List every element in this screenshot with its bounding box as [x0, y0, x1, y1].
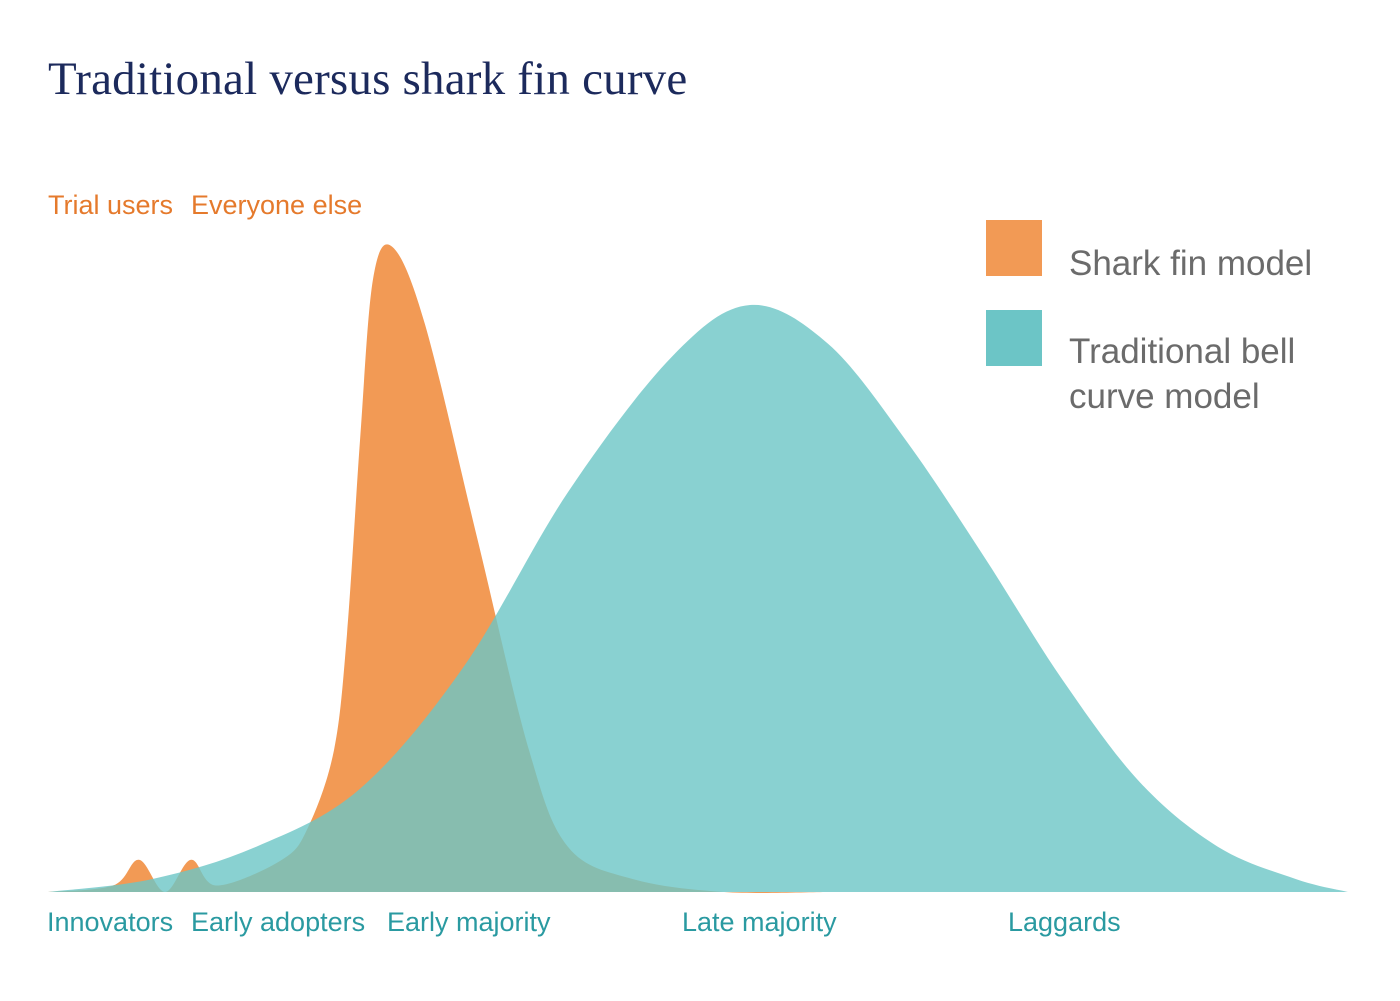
legend-swatch-bell-curve: [986, 310, 1042, 366]
top-label-trial-users: Trial users: [48, 190, 174, 220]
chart-title: Traditional versus shark fin curve: [48, 53, 688, 105]
top-label-everyone-else: Everyone else: [191, 190, 363, 220]
legend-swatch-shark-fin: [986, 220, 1042, 276]
category-label-innovators: Innovators: [47, 907, 174, 937]
category-label-early-majority: Early majority: [387, 907, 551, 937]
legend-label-shark-fin: Shark fin model: [1069, 244, 1313, 283]
legend-label-bell-curve: Traditional bell curve model: [1069, 332, 1296, 416]
shark-fin-area: [48, 244, 828, 893]
category-label-laggards: Laggards: [1008, 907, 1121, 937]
category-label-early-adopters: Early adopters: [191, 907, 366, 937]
bell-curve-area: [48, 304, 1348, 893]
category-label-late-majority: Late majority: [682, 907, 837, 937]
